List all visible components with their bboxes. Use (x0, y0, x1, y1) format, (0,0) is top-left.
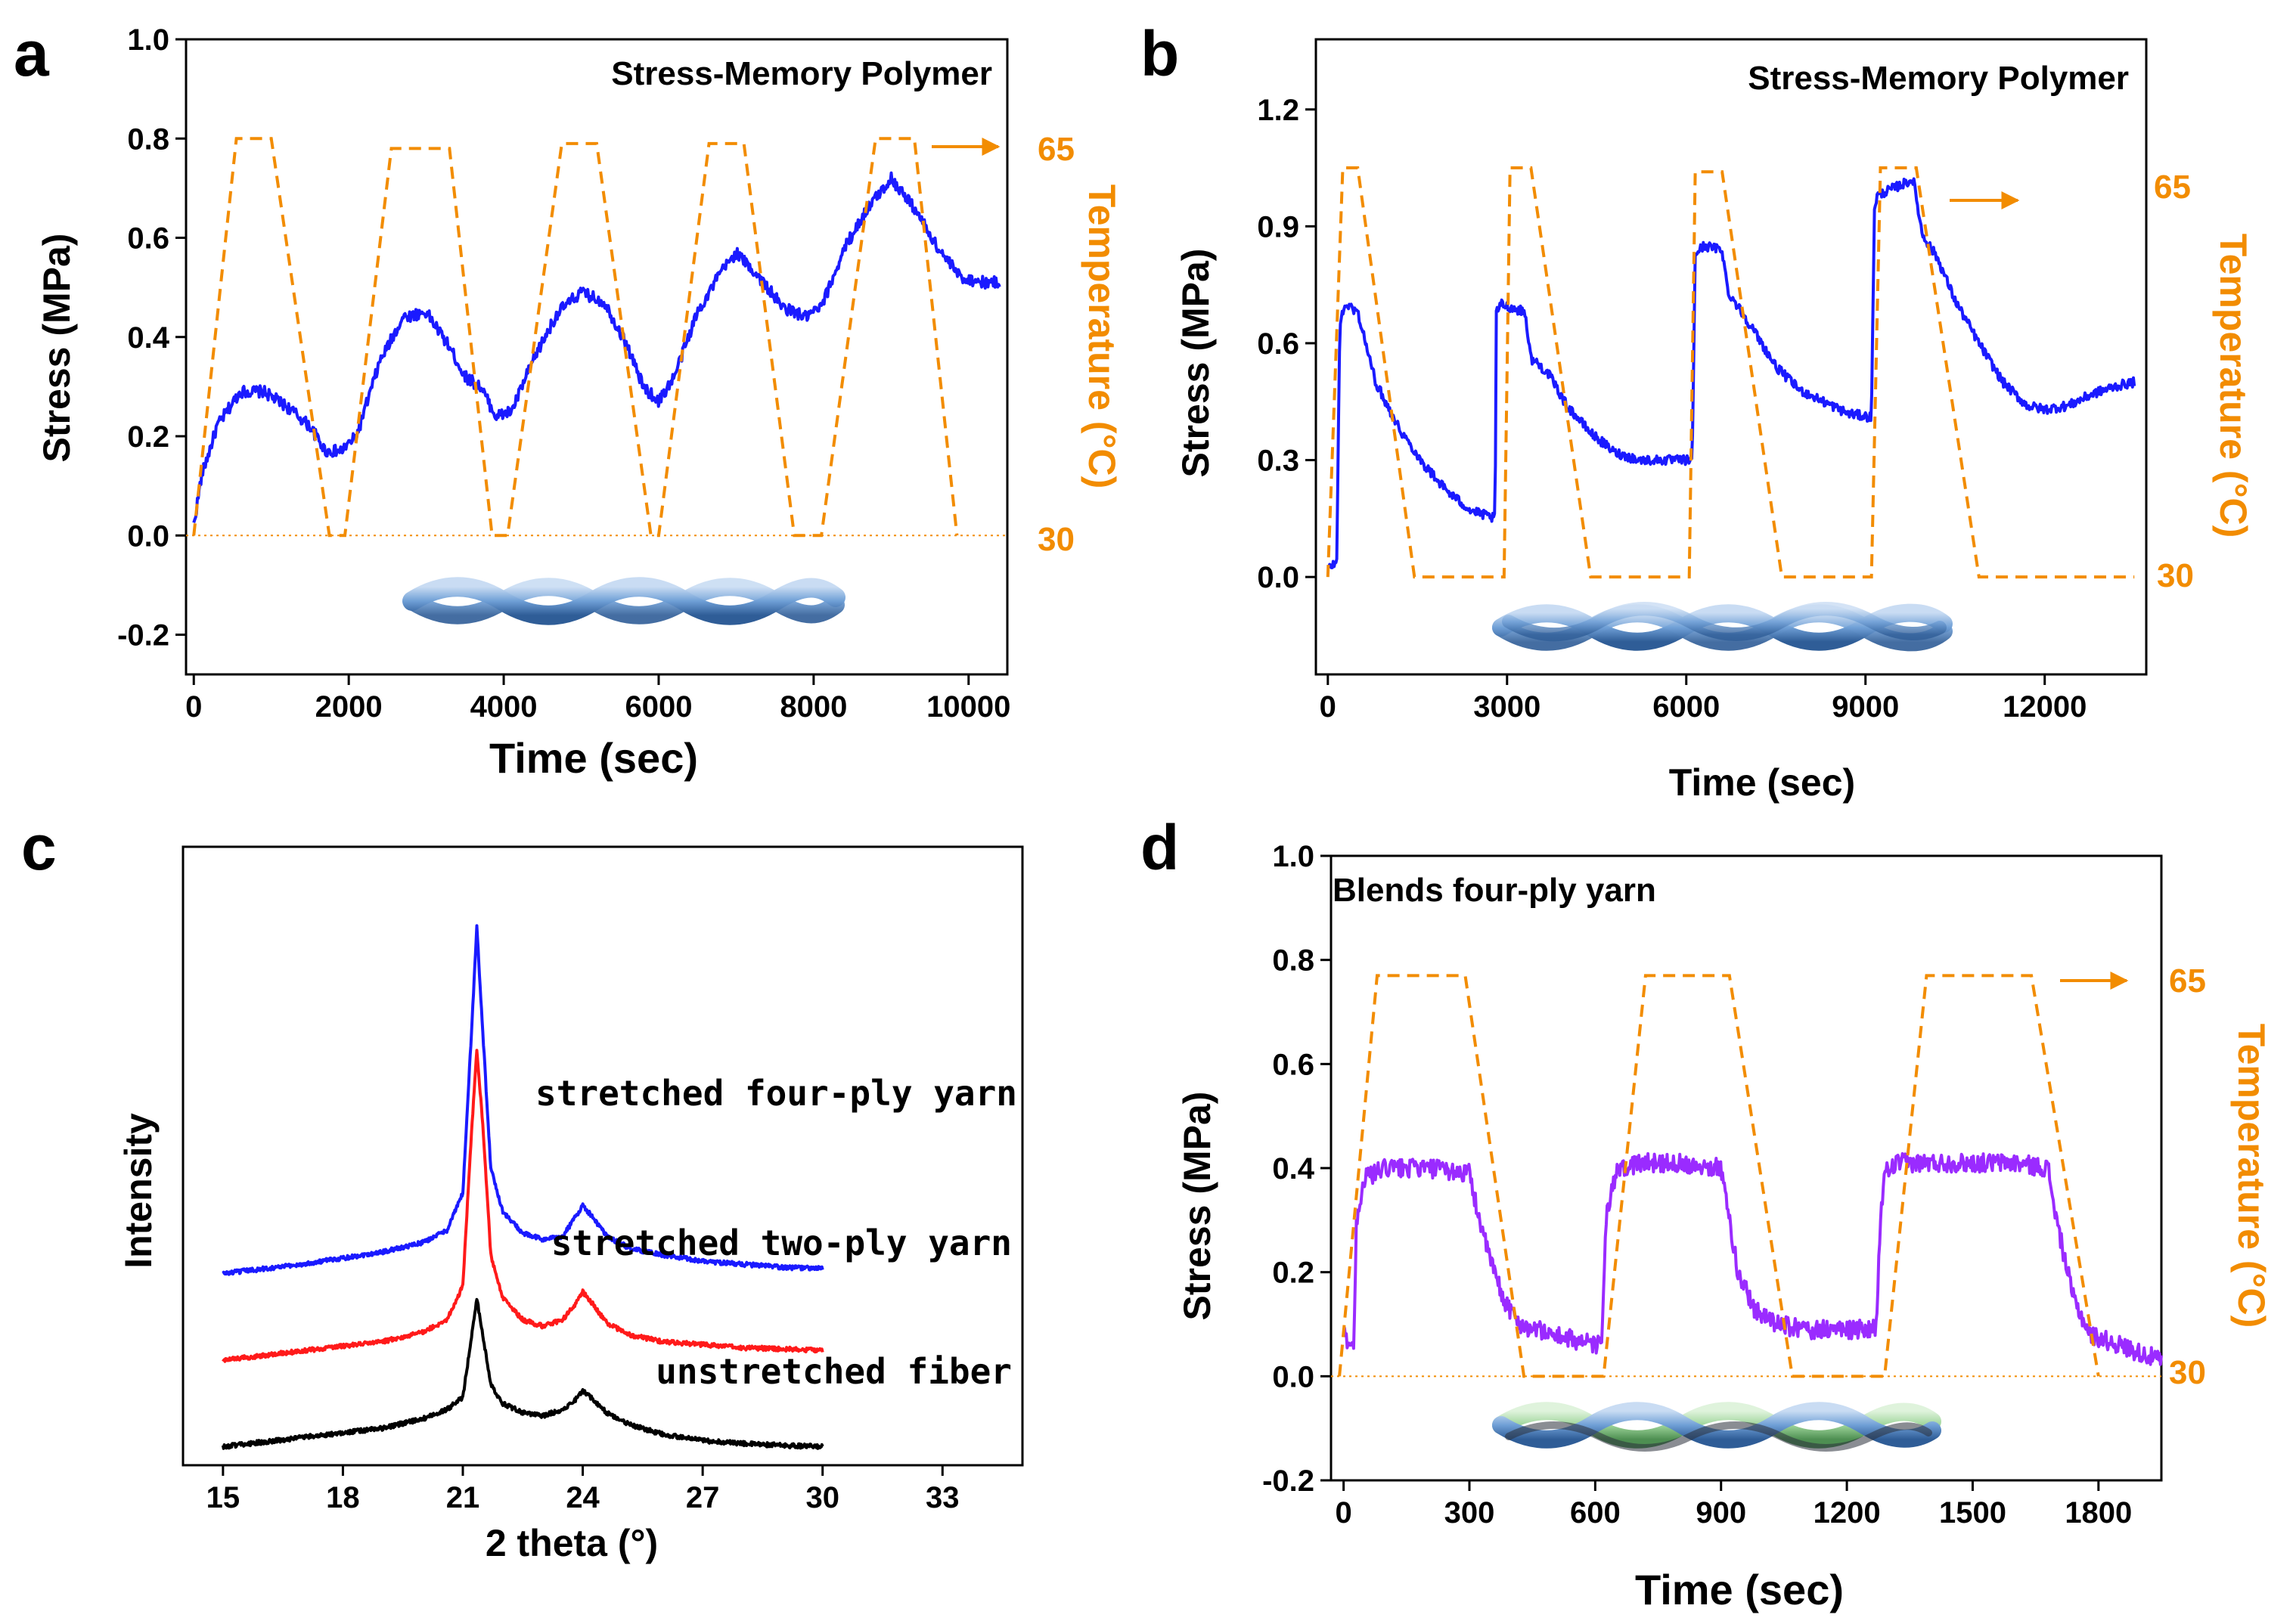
series-unstretched-fiber (221, 1297, 824, 1450)
y-tick-label: 0.0 (127, 519, 169, 553)
series-temperature (1326, 166, 2135, 579)
y-tick-label: 0.6 (1257, 327, 1299, 361)
x-tick-label: 24 (566, 1481, 600, 1514)
y-tick-label: 0.2 (127, 420, 169, 454)
y-tick-label: 0.3 (1257, 445, 1299, 478)
panel-letter-c: c (21, 812, 57, 883)
panel-a: a 0 2000 4000 6000 8000 100001.00.80.60.40.20… (14, 18, 1123, 782)
panel-b-xlabel: Time (sec) (1669, 761, 1855, 804)
panel-a-frame (185, 38, 1009, 676)
x-tick-label: 0 (1320, 690, 1336, 724)
series-stretched-two-ply-yarn (222, 1049, 824, 1363)
series-temperature (192, 137, 959, 538)
panel-a-ylabel: Stress (MPa) (36, 234, 78, 463)
y-tick-label: 0.0 (1257, 561, 1299, 594)
panel-b-title: Stress-Memory Polymer (1748, 60, 2129, 97)
panel-d-temp-30: 30 (2169, 1354, 2206, 1391)
x-tick-label: 3000 (1473, 690, 1540, 724)
plot-area-c: 15 18 21 24 27 30 33 (182, 845, 1024, 1514)
panel-d: d 0 300 600 900 1200 1500 18001.00.80.60.40.20… (1140, 812, 2273, 1613)
panel-d-yarn-illustration (1492, 1402, 1941, 1452)
panel-d-ylabel-right: Temperature (°C) (2230, 1024, 2273, 1328)
panel-b: b 0 3000 6000 9000 12000 1.2 0.9 0.6 0.3 0.0 Stre… (1140, 18, 2254, 804)
x-tick-label: 8000 (780, 690, 847, 724)
y-tick-label: 0.4 (1272, 1152, 1314, 1185)
y-tick-label: 0.0 (1272, 1360, 1314, 1393)
plot-area-b: 0 3000 6000 9000 12000 1.2 0.9 0.6 0.3 0.0 (1257, 38, 2148, 724)
panel-b-ylabel-right: Temperature (°C) (2212, 234, 2254, 538)
series-stress (1326, 177, 2136, 569)
plot-area-a: 0 2000 4000 6000 8000 10000 1.0 0.8 0.6 0.4 0.2 0.0… (117, 23, 1010, 724)
series-stress (1342, 1151, 2163, 1366)
panel-b-ylabel: Stress (MPa) (1174, 249, 1217, 478)
x-tick-label: 1200 (1814, 1496, 1881, 1529)
x-tick-label: 9000 (1832, 690, 1899, 724)
x-tick-label: 12000 (2003, 690, 2087, 724)
x-tick-label: 600 (1570, 1496, 1621, 1529)
y-tick-label: -0.2 (117, 619, 169, 652)
x-tick-label: 900 (1696, 1496, 1746, 1529)
y-tick-label: 0.6 (1272, 1048, 1314, 1081)
y-tick-label: 0.8 (127, 122, 169, 156)
y-tick-label: 1.0 (1272, 840, 1314, 873)
panel-b-temp-30: 30 (2157, 557, 2194, 594)
panel-d-temp-65: 65 (2169, 962, 2206, 1000)
panel-a-yarn-illustration (402, 577, 845, 625)
x-tick-label: 1800 (2065, 1496, 2132, 1529)
panel-d-title: Blends four-ply yarn (1333, 872, 1656, 909)
panel-letter-a: a (14, 18, 50, 89)
panel-letter-d: d (1140, 812, 1179, 883)
panel-d-ylabel: Stress (MPa) (1176, 1092, 1218, 1321)
y-tick-label: 0.4 (127, 321, 169, 355)
panel-c-label-four-ply: stretched four-ply yarn (535, 1073, 1017, 1114)
series-temperature (1338, 974, 2100, 1378)
panel-a-temp-30: 30 (1038, 521, 1075, 558)
x-tick-label: 300 (1444, 1496, 1495, 1529)
x-tick-label: 33 (926, 1481, 960, 1514)
panel-letter-b: b (1140, 18, 1179, 89)
panel-c-label-unstretched: unstretched fiber (656, 1351, 1012, 1392)
panel-c-label-two-ply: stretched two-ply yarn (551, 1223, 1012, 1263)
panel-c-frame (182, 845, 1024, 1467)
y-tick-label: -0.2 (1262, 1464, 1314, 1498)
x-tick-label: 0 (185, 690, 202, 724)
x-tick-label: 0 (1336, 1496, 1352, 1529)
x-tick-label: 4000 (470, 690, 538, 724)
x-tick-label: 10000 (926, 690, 1010, 724)
x-tick-label: 15 (206, 1481, 240, 1514)
x-tick-label: 2000 (315, 690, 383, 724)
y-tick-label: 0.6 (127, 222, 169, 256)
y-tick-label: 1.0 (127, 23, 169, 57)
x-tick-label: 6000 (625, 690, 692, 724)
y-tick-label: 0.9 (1257, 210, 1299, 243)
x-tick-label: 6000 (1652, 690, 1720, 724)
panel-a-ylabel-right: Temperature (°C) (1081, 184, 1123, 488)
x-tick-label: 21 (446, 1481, 480, 1514)
panel-b-yarn-illustration (1492, 602, 1953, 652)
x-tick-label: 27 (686, 1481, 720, 1514)
panel-b-frame (1314, 38, 2148, 676)
y-tick-label: 0.8 (1272, 944, 1314, 978)
panel-d-xlabel: Time (sec) (1635, 1566, 1844, 1613)
y-tick-label: 1.2 (1257, 94, 1299, 127)
panel-a-xlabel: Time (sec) (489, 734, 698, 782)
x-tick-label: 18 (326, 1481, 360, 1514)
panel-c-ylabel: Intensity (117, 1113, 160, 1269)
x-tick-label: 30 (805, 1481, 839, 1514)
panel-c: c 15 18 21 24 27 30 33 2 theta (°) Intensity s… (21, 812, 1024, 1564)
series-stretched-four-ply-yarn (222, 924, 824, 1276)
x-tick-label: 1500 (1939, 1496, 2006, 1529)
y-tick-label: 0.2 (1272, 1257, 1314, 1290)
panel-a-title: Stress-Memory Polymer (611, 55, 992, 92)
series-stress (192, 171, 1001, 523)
panel-c-xlabel: 2 theta (°) (486, 1522, 658, 1564)
panel-b-temp-65: 65 (2154, 169, 2191, 206)
panel-a-temp-65: 65 (1038, 131, 1075, 168)
plot-area-d: 0 300 600 900 1200 1500 1800 1.0 0.8 0.6 0.4 0.2 0.0… (1262, 840, 2163, 1529)
